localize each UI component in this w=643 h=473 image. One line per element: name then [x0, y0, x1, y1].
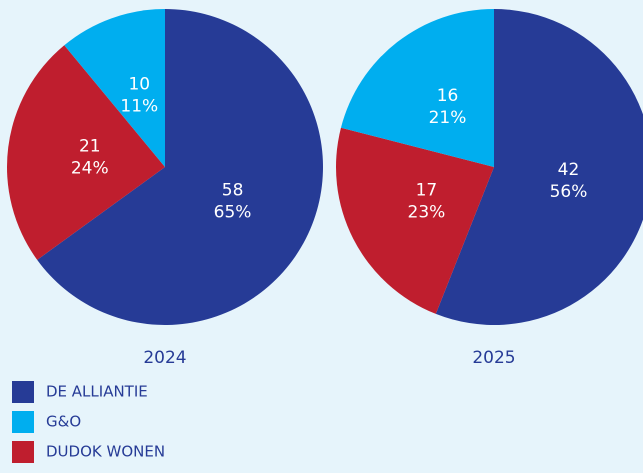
slice-percent: 21% — [429, 108, 467, 128]
slice-percent: 24% — [71, 158, 109, 178]
legend-label: DE ALLIANTIE — [46, 383, 148, 401]
slice-count: 10 — [128, 75, 150, 95]
slice-percent: 65% — [214, 202, 252, 222]
slice-count: 17 — [416, 180, 438, 200]
slice-count: 58 — [222, 180, 244, 200]
legend-swatch — [12, 411, 34, 433]
slice-percent: 11% — [120, 97, 158, 117]
pie-title: 2025 — [472, 348, 515, 368]
pie-slice — [64, 9, 165, 167]
slice-percent: 23% — [408, 202, 446, 222]
legend-swatch — [12, 381, 34, 403]
slice-count: 21 — [79, 136, 101, 156]
pie-slice — [7, 45, 166, 260]
legend-label: DUDOK WONEN — [46, 443, 165, 461]
pie-slice — [340, 9, 494, 167]
pie-slice — [336, 127, 494, 314]
pie-slice — [435, 9, 643, 325]
pie-title: 2024 — [143, 348, 186, 368]
legend-label: G&O — [46, 413, 81, 431]
legend-swatch — [12, 441, 34, 463]
slice-count: 16 — [437, 86, 459, 106]
slice-percent: 56% — [550, 182, 588, 202]
pie-slice — [37, 9, 324, 326]
slice-count: 42 — [558, 160, 580, 180]
